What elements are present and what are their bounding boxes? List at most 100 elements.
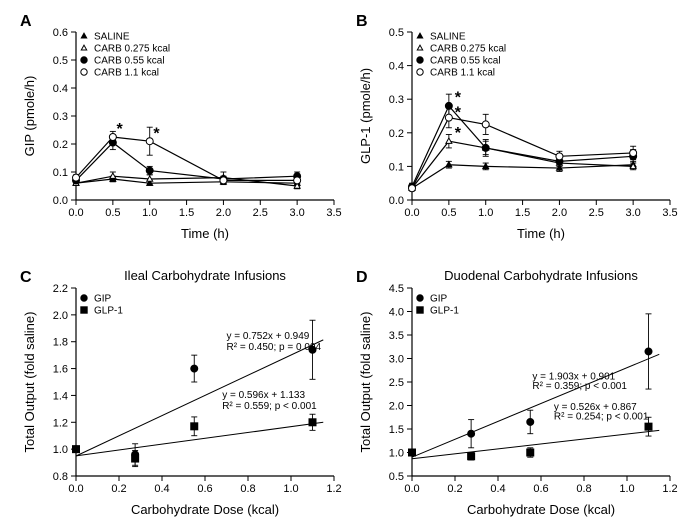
regression-equation: y = 0.752x + 0.949 [227, 331, 310, 342]
x-tick-label: 2.0 [216, 207, 231, 219]
y-tick-label: 2.0 [53, 310, 68, 322]
legend-label: CARB 1.1 kcal [430, 68, 495, 79]
panel-title: Duodenal Carbohydrate Infusions [444, 268, 638, 283]
y-tick-label: 0.5 [389, 27, 404, 39]
x-tick-label: 1.0 [283, 483, 298, 495]
y-tick-label: 0.1 [389, 161, 404, 173]
x-tick-label: 1.0 [619, 483, 634, 495]
legend-label: CARB 0.275 kcal [430, 44, 506, 55]
legend-label: SALINE [430, 32, 466, 43]
significance-star-icon: * [455, 105, 462, 122]
significance-star-icon: * [117, 121, 124, 138]
y-tick-label: 0.4 [53, 83, 68, 95]
series-line [412, 165, 633, 189]
panel-b: B 0.0 0.5 1.0 1.5 2.0 2.5 3.0 3.5 0.0 0.1 0.2 0.3 0.4… [354, 8, 680, 248]
regression-r2: R² = 0.450; p = 0.004 [227, 342, 322, 353]
y-tick-label: 0.3 [389, 94, 404, 106]
x-tick-label: 3.5 [662, 207, 677, 219]
x-tick-label: 0.0 [68, 207, 83, 219]
x-tick-label: 1.5 [515, 207, 530, 219]
y-tick-label: 0.5 [53, 55, 68, 67]
y-tick-label: 3.5 [389, 330, 404, 342]
legend-label: SALINE [94, 32, 130, 43]
x-tick-label: 0.4 [154, 483, 169, 495]
x-tick-label: 3.0 [625, 207, 640, 219]
x-tick-label: 0.6 [533, 483, 548, 495]
series-line [412, 118, 633, 189]
regression-r2: R² = 0.559; p < 0.001 [222, 401, 317, 412]
legend-label: CARB 1.1 kcal [94, 68, 159, 79]
x-tick-label: 0.4 [490, 483, 505, 495]
x-tick-label: 1.0 [142, 207, 157, 219]
legend-label: CARB 0.275 kcal [94, 44, 170, 55]
y-tick-label: 0.0 [53, 195, 68, 207]
y-tick-label: 0.6 [53, 27, 68, 39]
x-tick-label: 0.5 [441, 207, 456, 219]
panel-title: Ileal Carbohydrate Infusions [124, 268, 286, 283]
panel-d: D Duodenal Carbohydrate Infusions 0.0 0.2 0.… [354, 264, 680, 524]
y-tick-label: 1.4 [53, 390, 68, 402]
y-tick-label: 1.5 [389, 424, 404, 436]
x-tick-label: 3.5 [326, 207, 341, 219]
y-axis-label: GIP (pmole/h) [22, 76, 37, 157]
x-tick-label: 0.0 [404, 483, 419, 495]
y-tick-label: 3.0 [389, 354, 404, 366]
y-tick-label: 0.0 [389, 195, 404, 207]
y-axis-label: Total Output (fold saline) [22, 312, 37, 453]
panel-letter: C [20, 269, 32, 286]
panel-a: A 0.0 0.5 1.0 1.5 2.0 2.5 3.0 3.5 0.0 0.1 0.2 0.3 0.4… [18, 8, 344, 248]
x-tick-label: 0.8 [240, 483, 255, 495]
figure-container: A0.00.51.01.52.02.53.03.50.00.10.20.30.4… [0, 0, 688, 531]
y-tick-label: 1.2 [53, 417, 68, 429]
y-tick-label: 2.5 [389, 377, 404, 389]
x-tick-label: 1.0 [478, 207, 493, 219]
x-tick-label: 0.8 [576, 483, 591, 495]
x-tick-label: 3.0 [289, 207, 304, 219]
x-axis-label: Time (h) [517, 226, 565, 241]
y-tick-label: 1.0 [53, 444, 68, 456]
regression-r2: R² = 0.359; p < 0.001 [532, 381, 627, 392]
x-axis-label: Carbohydrate Dose (kcal) [131, 502, 279, 517]
y-tick-label: 2.0 [389, 401, 404, 413]
y-tick-label: 0.4 [389, 61, 404, 73]
significance-star-icon: * [455, 125, 462, 142]
x-tick-label: 0.2 [447, 483, 462, 495]
panel-letter: B [356, 13, 368, 30]
x-axis-label: Carbohydrate Dose (kcal) [467, 502, 615, 517]
legend-label: GIP [430, 294, 448, 305]
y-tick-label: 0.1 [53, 167, 68, 179]
x-tick-label: 1.2 [662, 483, 677, 495]
x-axis-label: Time (h) [181, 226, 229, 241]
y-tick-label: 2.2 [53, 283, 68, 295]
x-tick-label: 1.5 [179, 207, 194, 219]
x-tick-label: 0.0 [68, 483, 83, 495]
legend-label: GLP-1 [430, 306, 459, 317]
regression-r2: R² = 0.254; p < 0.001 [554, 412, 649, 423]
legend-label: GLP-1 [94, 306, 123, 317]
legend-label: CARB 0.55 kcal [94, 56, 165, 67]
significance-star-icon: * [153, 125, 160, 142]
x-tick-label: 0.6 [197, 483, 212, 495]
regression-equation: y = 0.596x + 1.133 [222, 390, 305, 401]
legend-label: GIP [94, 294, 112, 305]
y-tick-label: 0.2 [53, 139, 68, 151]
y-tick-label: 1.8 [53, 337, 68, 349]
x-tick-label: 2.0 [552, 207, 567, 219]
x-tick-label: 0.5 [105, 207, 120, 219]
y-tick-label: 4.0 [389, 307, 404, 319]
y-tick-label: 0.5 [389, 471, 404, 483]
panel-letter: A [20, 13, 32, 30]
x-tick-label: 2.5 [589, 207, 604, 219]
x-tick-label: 0.2 [111, 483, 126, 495]
series-line [76, 143, 297, 181]
panel-letter: D [356, 269, 368, 286]
y-axis-label: GLP-1 (pmole/h) [358, 68, 373, 164]
x-tick-label: 2.5 [253, 207, 268, 219]
x-tick-label: 1.2 [326, 483, 341, 495]
regression-line [412, 430, 659, 458]
y-tick-label: 1.6 [53, 364, 68, 376]
x-tick-label: 0.0 [404, 207, 419, 219]
y-tick-label: 0.2 [389, 128, 404, 140]
y-tick-label: 0.3 [53, 111, 68, 123]
y-tick-label: 1.0 [389, 448, 404, 460]
